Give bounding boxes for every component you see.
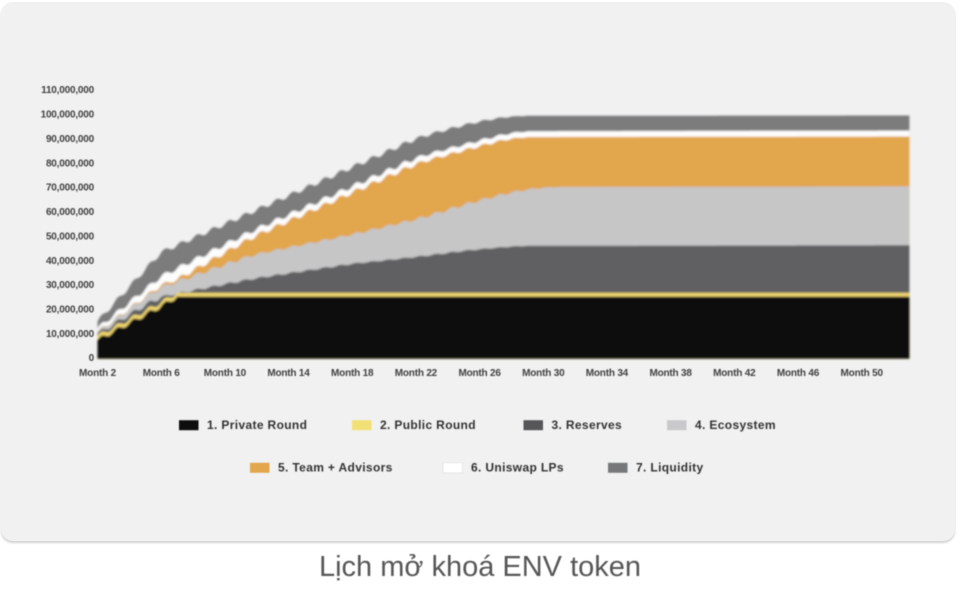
- svg-text:Month 38: Month 38: [649, 368, 692, 379]
- svg-text:80,000,000: 80,000,000: [46, 158, 95, 169]
- svg-text:Month 2: Month 2: [79, 368, 117, 379]
- svg-text:Month 14: Month 14: [267, 368, 310, 379]
- svg-text:60,000,000: 60,000,000: [46, 207, 95, 218]
- svg-text:Month 10: Month 10: [204, 368, 247, 379]
- svg-text:Month 6: Month 6: [143, 368, 181, 379]
- svg-text:Month 46: Month 46: [777, 368, 820, 379]
- svg-text:6. Uniswap LPs: 6. Uniswap LPs: [471, 461, 564, 475]
- svg-text:0: 0: [89, 353, 95, 364]
- svg-text:Month 30: Month 30: [522, 368, 565, 379]
- svg-text:30,000,000: 30,000,000: [46, 280, 95, 291]
- svg-text:7. Liquidity: 7. Liquidity: [636, 461, 704, 475]
- svg-text:50,000,000: 50,000,000: [46, 231, 95, 242]
- svg-text:Month 50: Month 50: [841, 368, 884, 379]
- svg-text:2. Public Round: 2. Public Round: [380, 418, 476, 432]
- svg-text:110,000,000: 110,000,000: [41, 85, 94, 96]
- svg-text:10,000,000: 10,000,000: [46, 329, 95, 340]
- svg-text:70,000,000: 70,000,000: [46, 183, 95, 194]
- svg-text:100,000,000: 100,000,000: [41, 110, 95, 121]
- svg-text:Month 42: Month 42: [713, 368, 756, 379]
- svg-text:40,000,000: 40,000,000: [46, 256, 95, 267]
- svg-text:Month 22: Month 22: [395, 368, 438, 379]
- svg-text:4. Ecosystem: 4. Ecosystem: [695, 418, 776, 432]
- svg-text:20,000,000: 20,000,000: [46, 305, 95, 316]
- svg-text:3. Reserves: 3. Reserves: [552, 418, 623, 432]
- svg-text:Month 26: Month 26: [458, 368, 501, 379]
- svg-text:5. Team + Advisors: 5. Team + Advisors: [278, 461, 393, 475]
- svg-text:Month 18: Month 18: [331, 368, 374, 379]
- svg-text:Month 34: Month 34: [586, 368, 629, 379]
- svg-text:90,000,000: 90,000,000: [46, 134, 95, 145]
- svg-text:1. Private Round: 1. Private Round: [207, 418, 307, 432]
